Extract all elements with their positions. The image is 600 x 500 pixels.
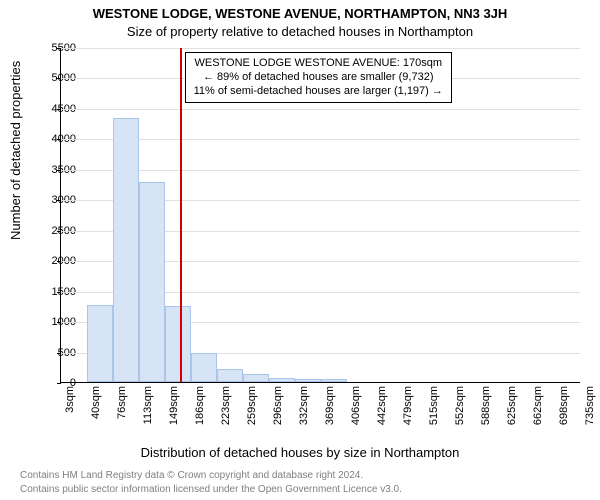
x-tick-label: 332sqm: [298, 386, 310, 446]
histogram-bar: [113, 118, 139, 382]
annotation-line3: 11% of semi-detached houses are larger (…: [194, 85, 443, 99]
x-tick-label: 662sqm: [532, 386, 544, 446]
histogram-bar: [217, 369, 243, 382]
y-tick-mark: [57, 383, 61, 384]
y-tick-mark: [57, 109, 61, 110]
histogram-bar: [87, 305, 113, 382]
histogram-bar: [321, 379, 347, 382]
histogram-bar: [243, 374, 269, 382]
x-tick-label: 113sqm: [142, 386, 154, 446]
y-axis-label: Number of detached properties: [8, 61, 23, 240]
y-tick-mark: [57, 170, 61, 171]
x-tick-label: 186sqm: [194, 386, 206, 446]
chart-title: WESTONE LODGE, WESTONE AVENUE, NORTHAMPT…: [0, 6, 600, 21]
y-tick-mark: [57, 139, 61, 140]
x-tick-label: 552sqm: [454, 386, 466, 446]
x-tick-label: 3sqm: [64, 386, 76, 446]
x-tick-label: 149sqm: [168, 386, 180, 446]
gridline: [61, 48, 580, 49]
footer-copyright: Contains HM Land Registry data © Crown c…: [20, 470, 363, 481]
histogram-bar: [191, 353, 217, 382]
x-tick-label: 223sqm: [220, 386, 232, 446]
x-axis-label: Distribution of detached houses by size …: [0, 445, 600, 460]
x-tick-label: 369sqm: [324, 386, 336, 446]
x-tick-label: 406sqm: [350, 386, 362, 446]
x-tick-label: 259sqm: [246, 386, 258, 446]
annotation-box: WESTONE LODGE WESTONE AVENUE: 170sqm ← 8…: [185, 52, 452, 103]
chart-subtitle: Size of property relative to detached ho…: [0, 24, 600, 39]
x-tick-label: 698sqm: [558, 386, 570, 446]
x-tick-label: 76sqm: [116, 386, 128, 446]
x-tick-label: 40sqm: [90, 386, 102, 446]
histogram-bar: [269, 378, 295, 382]
annotation-line1: WESTONE LODGE WESTONE AVENUE: 170sqm: [194, 57, 443, 71]
chart-container: WESTONE LODGE, WESTONE AVENUE, NORTHAMPT…: [0, 0, 600, 500]
x-tick-label: 515sqm: [428, 386, 440, 446]
histogram-bar: [165, 306, 191, 382]
y-tick-mark: [57, 200, 61, 201]
footer-licence: Contains public sector information licen…: [20, 484, 402, 495]
x-tick-label: 735sqm: [584, 386, 596, 446]
x-tick-label: 479sqm: [402, 386, 414, 446]
y-tick-mark: [57, 261, 61, 262]
y-tick-mark: [57, 292, 61, 293]
x-tick-label: 588sqm: [480, 386, 492, 446]
x-tick-label: 296sqm: [272, 386, 284, 446]
annotation-line2: ← 89% of detached houses are smaller (9,…: [194, 71, 443, 85]
reference-line: [180, 48, 182, 382]
gridline: [61, 109, 580, 110]
histogram-bar: [295, 379, 321, 382]
y-tick-mark: [57, 353, 61, 354]
x-tick-label: 625sqm: [506, 386, 518, 446]
x-tick-label: 442sqm: [376, 386, 388, 446]
y-tick-mark: [57, 322, 61, 323]
y-tick-mark: [57, 48, 61, 49]
y-tick-mark: [57, 231, 61, 232]
y-tick-mark: [57, 78, 61, 79]
histogram-bar: [139, 182, 165, 382]
